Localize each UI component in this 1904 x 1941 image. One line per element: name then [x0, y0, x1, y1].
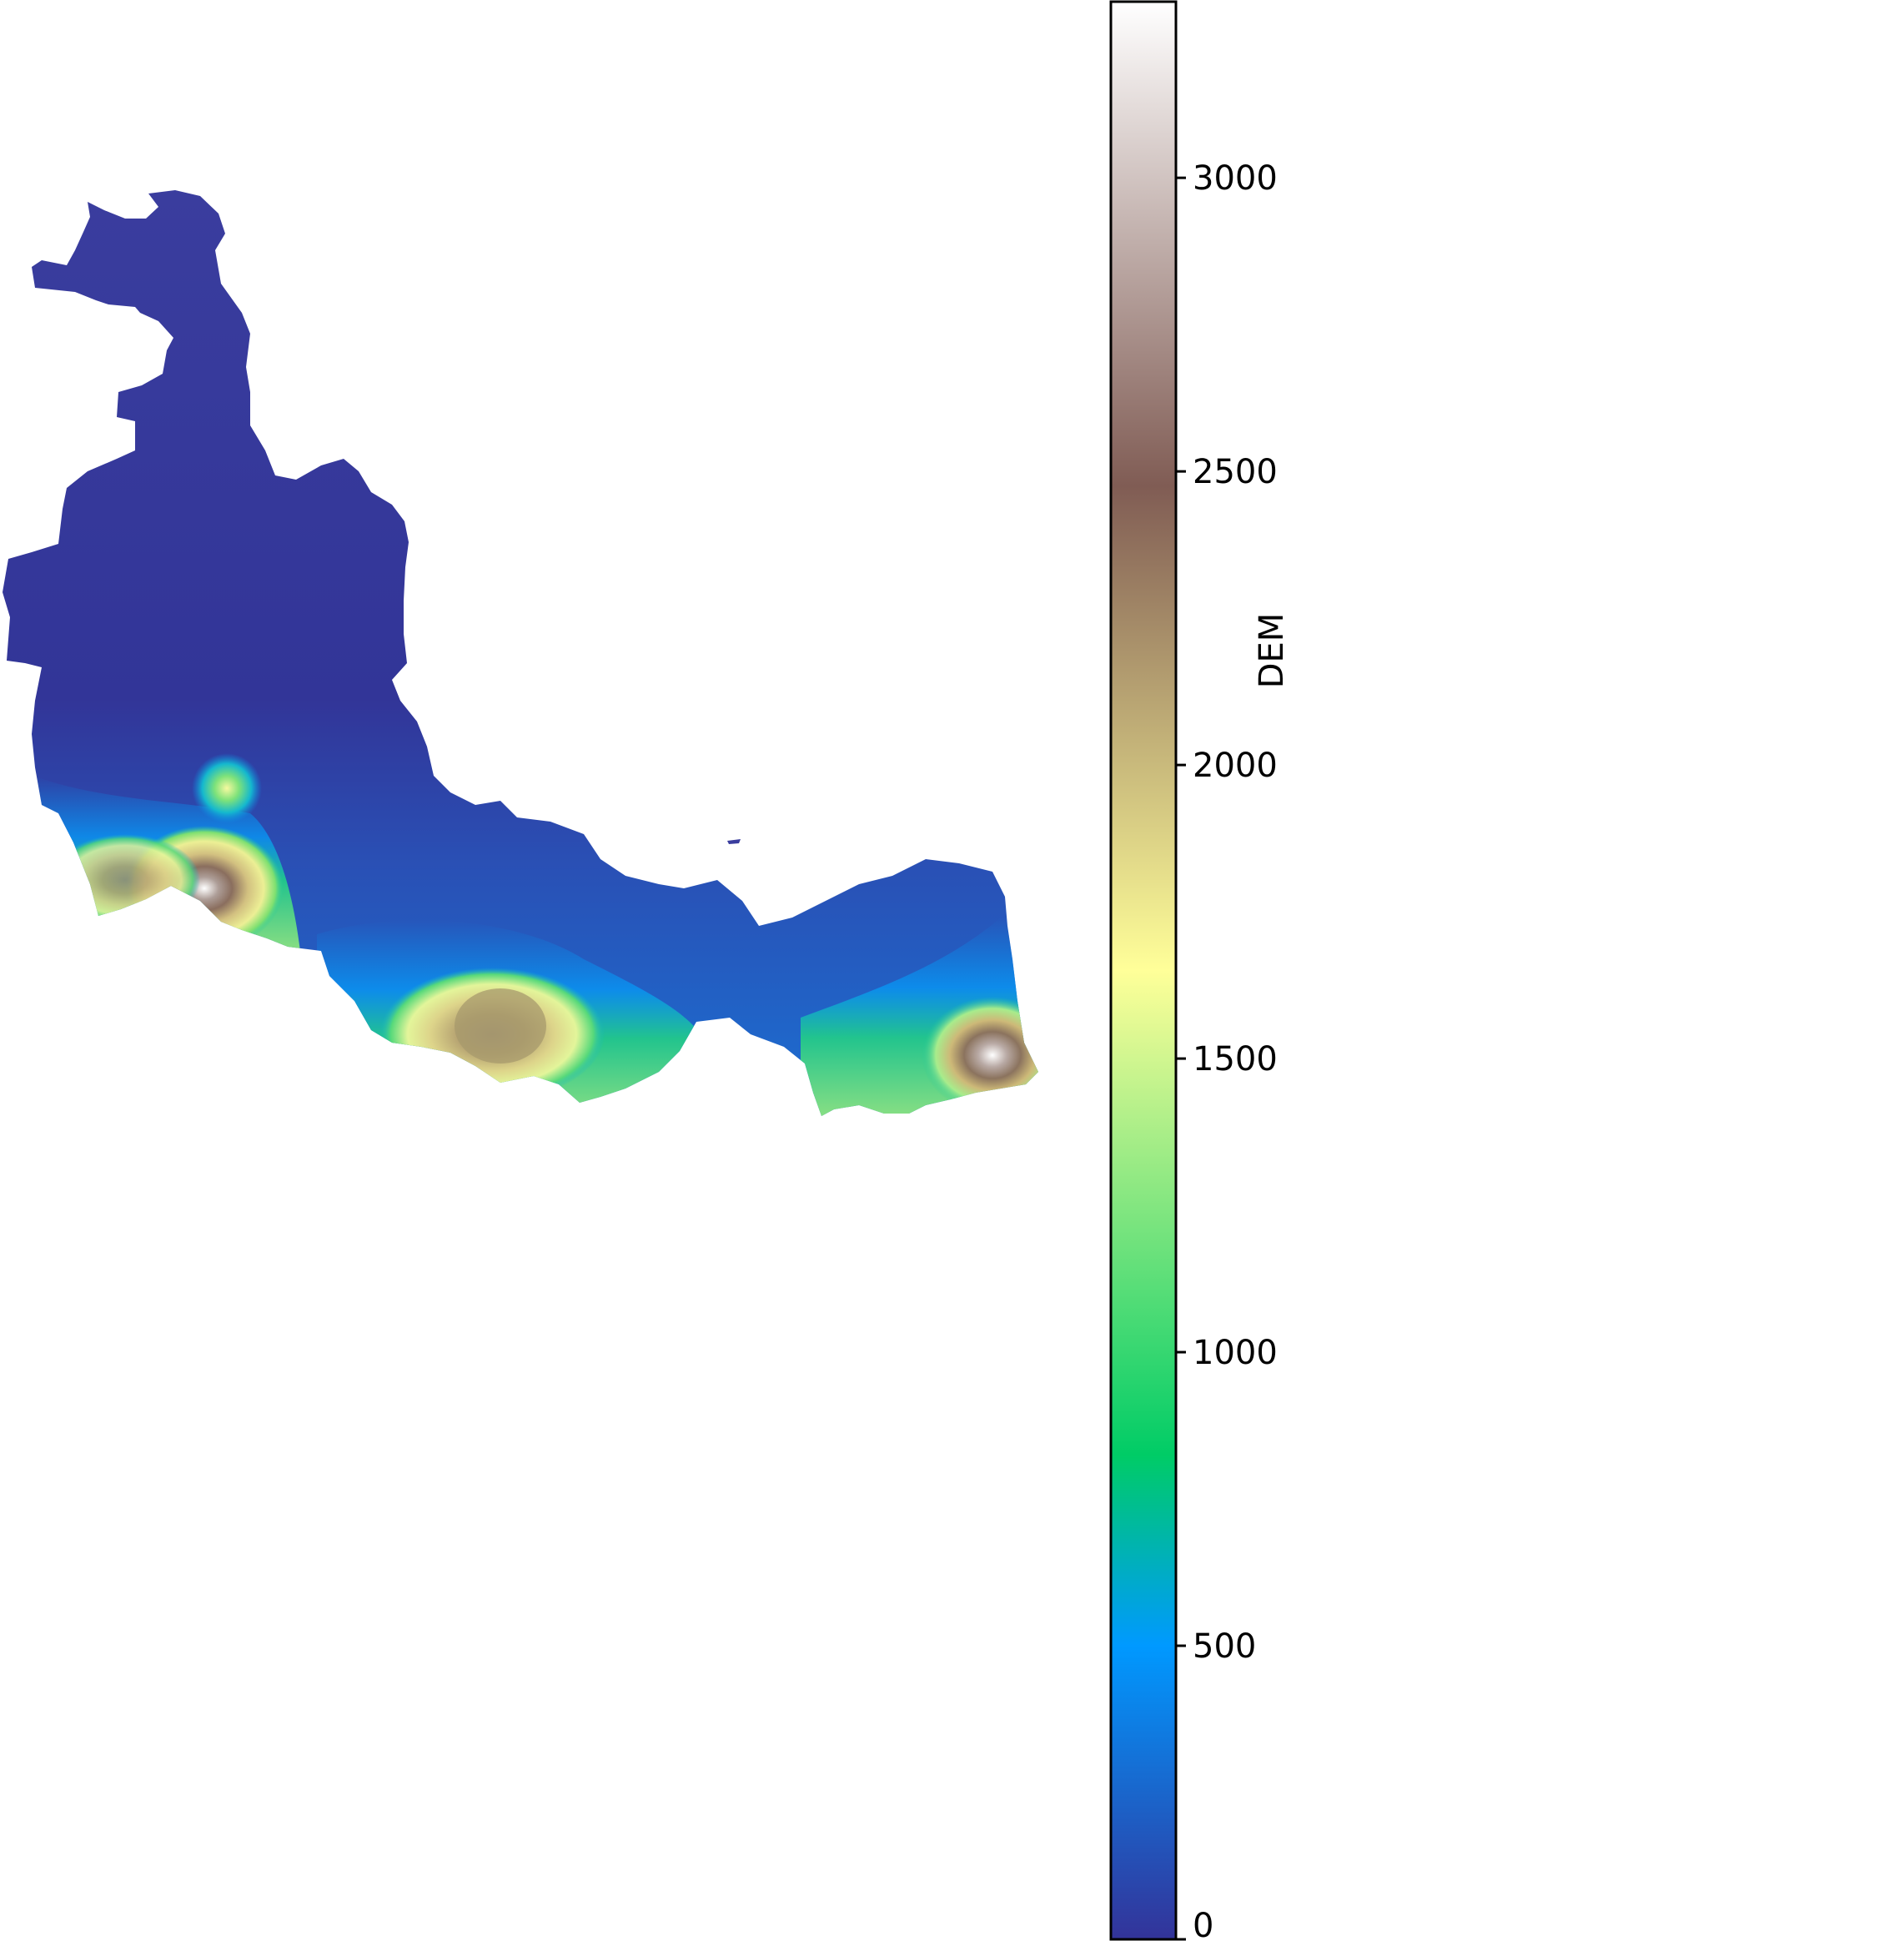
highland-west-plateau — [50, 834, 200, 926]
colorbar-tick-label: 3000 — [1193, 159, 1278, 198]
colorbar-tick-label: 1500 — [1193, 1040, 1278, 1079]
volcano-east — [922, 997, 1038, 1114]
colorbar-tick-label: 2000 — [1193, 747, 1278, 785]
volcano-central-summit — [455, 988, 546, 1064]
colorbar-gradient — [1109, 0, 1178, 1941]
colorbar-ticks: 0 500 1000 1500 2000 2500 3000 — [1176, 159, 1278, 1941]
colorbar-tick-label: 2500 — [1193, 453, 1278, 491]
colorbar: 0 500 1000 1500 2000 2500 3000 DEM — [1109, 0, 1291, 1941]
elevation-raster — [3, 190, 1038, 1116]
peak-small — [192, 753, 262, 823]
colorbar-tick-label: 0 — [1193, 1907, 1213, 1941]
colorbar-label: DEM — [1253, 613, 1291, 689]
colorbar-tick-label: 500 — [1193, 1627, 1256, 1666]
islet — [727, 839, 741, 844]
colorbar-tick-label: 1000 — [1193, 1334, 1278, 1372]
